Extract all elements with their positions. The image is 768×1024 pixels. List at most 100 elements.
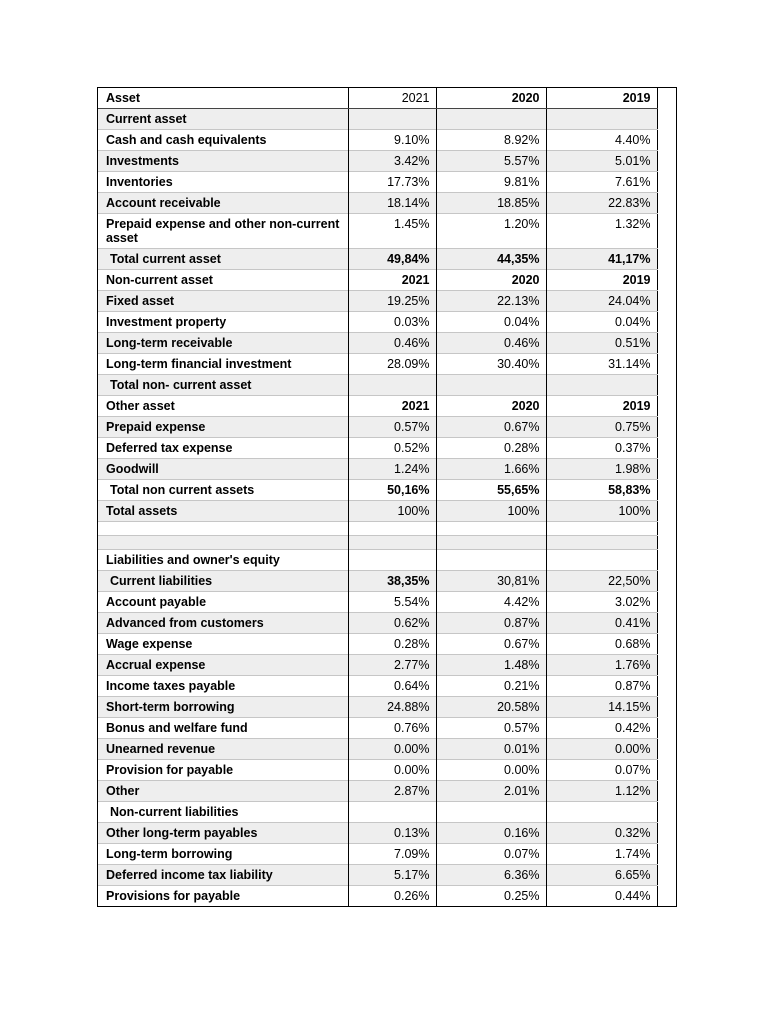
table-row: Deferred income tax liability 5.17% 6.36% 6… (98, 864, 657, 886)
table-row: Account payable 5.54% 4.42% 3.02% (98, 591, 657, 613)
row-label: Income taxes payable (98, 675, 348, 697)
table-row: Bonus and welfare fund 0.76% 0.57% 0.42% (98, 717, 657, 739)
row-label: Account receivable (98, 192, 348, 214)
cell-value: 38,35% (347, 570, 436, 592)
cell-value (435, 549, 546, 571)
cell-value: 22.83% (545, 192, 657, 214)
cell-value: 5.54% (347, 591, 436, 613)
cell-value: 22,50% (545, 570, 657, 592)
table-body: Current asset Cash and cash equivalents 9.… (98, 108, 657, 906)
cell-value: 1.98% (545, 458, 657, 480)
table-row: Non-current liabilities (98, 801, 657, 823)
cell-value: 0.57% (347, 416, 436, 438)
row-label: Account payable (98, 591, 348, 613)
cell-value: 0.67% (435, 416, 546, 438)
cell-value: 100% (435, 500, 546, 522)
table-row: Income taxes payable 0.64% 0.21% 0.87% (98, 675, 657, 697)
cell-value: 2021 (347, 395, 436, 417)
row-label: Prepaid expense (98, 416, 348, 438)
cell-value: 17.73% (347, 171, 436, 193)
cell-value (545, 801, 657, 823)
cell-value (435, 801, 546, 823)
cell-value: 31.14% (545, 353, 657, 375)
row-label: Provisions for payable (98, 885, 348, 906)
table-row: Other long-term payables 0.13% 0.16% 0.32% (98, 822, 657, 844)
cell-value: 6.65% (545, 864, 657, 886)
row-label: Investments (98, 150, 348, 172)
cell-value: 0.32% (545, 822, 657, 844)
table-row: Short-term borrowing 24.88% 20.58% 14.15% (98, 696, 657, 718)
cell-value: 55,65% (435, 479, 546, 501)
table-row: Wage expense 0.28% 0.67% 0.68% (98, 633, 657, 655)
row-label: Long-term borrowing (98, 843, 348, 865)
header-row: Asset 2021 2020 2019 (98, 88, 657, 109)
cell-value: 19.25% (347, 290, 436, 312)
table-row: Total non current assets 50,16% 55,65% 58,8… (98, 479, 657, 501)
cell-value (545, 108, 657, 130)
table-row: Goodwill 1.24% 1.66% 1.98% (98, 458, 657, 480)
cell-value: 0.46% (347, 332, 436, 354)
cell-value: 2019 (545, 395, 657, 417)
row-label: Short-term borrowing (98, 696, 348, 718)
cell-value: 4.40% (545, 129, 657, 151)
cell-value: 50,16% (347, 479, 436, 501)
cell-value: 24.88% (347, 696, 436, 718)
row-label: Investment property (98, 311, 348, 333)
table-row: Long-term borrowing 7.09% 0.07% 1.74% (98, 843, 657, 865)
table-row (98, 535, 657, 550)
cell-value: 0.37% (545, 437, 657, 459)
cell-value: 0.00% (545, 738, 657, 760)
cell-value: 0.13% (347, 822, 436, 844)
cell-value (347, 549, 436, 571)
row-label: Other (98, 780, 348, 802)
table-row: Prepaid expense 0.57% 0.67% 0.75% (98, 416, 657, 438)
cell-value: 3.42% (347, 150, 436, 172)
cell-value: 2.01% (435, 780, 546, 802)
cell-value (545, 535, 657, 550)
row-label: Liabilities and owner's equity (98, 549, 348, 571)
cell-value: 1.12% (545, 780, 657, 802)
cell-value: 0.57% (435, 717, 546, 739)
cell-value (347, 801, 436, 823)
cell-value: 0.52% (347, 437, 436, 459)
cell-value: 0.42% (545, 717, 657, 739)
cell-value: 100% (545, 500, 657, 522)
row-label (98, 521, 348, 536)
cell-value: 0.64% (347, 675, 436, 697)
row-label: Deferred tax expense (98, 437, 348, 459)
cell-value: 4.42% (435, 591, 546, 613)
table-row: Provision for payable 0.00% 0.00% 0.07% (98, 759, 657, 781)
cell-value: 2021 (347, 269, 436, 291)
cell-value: 0.16% (435, 822, 546, 844)
table-row: Unearned revenue 0.00% 0.01% 0.00% (98, 738, 657, 760)
cell-value: 30.40% (435, 353, 546, 375)
row-label: Total non- current asset (98, 374, 348, 396)
table-row: Current asset (98, 108, 657, 130)
cell-value: 41,17% (545, 248, 657, 270)
cell-value: 7.61% (545, 171, 657, 193)
cell-value: 0.76% (347, 717, 436, 739)
row-label: Inventories (98, 171, 348, 193)
row-label: Other asset (98, 395, 348, 417)
cell-value (435, 374, 546, 396)
row-label: Goodwill (98, 458, 348, 480)
cell-value (347, 535, 436, 550)
cell-value: 0.62% (347, 612, 436, 634)
cell-value: 2020 (435, 395, 546, 417)
row-label: Total non current assets (98, 479, 348, 501)
cell-value: 1.32% (545, 213, 657, 249)
cell-value: 0.41% (545, 612, 657, 634)
cell-value: 0.44% (545, 885, 657, 906)
cell-value: 1.66% (435, 458, 546, 480)
cell-value: 18.85% (435, 192, 546, 214)
cell-value: 2019 (545, 269, 657, 291)
row-label: Total assets (98, 500, 348, 522)
cell-value: 5.01% (545, 150, 657, 172)
cell-value (435, 535, 546, 550)
cell-value: 1.24% (347, 458, 436, 480)
cell-value: 2.77% (347, 654, 436, 676)
table-row: Other asset 2021 2020 2019 (98, 395, 657, 417)
row-label: Prepaid expense and other non-current as… (98, 213, 348, 249)
cell-value: 22.13% (435, 290, 546, 312)
